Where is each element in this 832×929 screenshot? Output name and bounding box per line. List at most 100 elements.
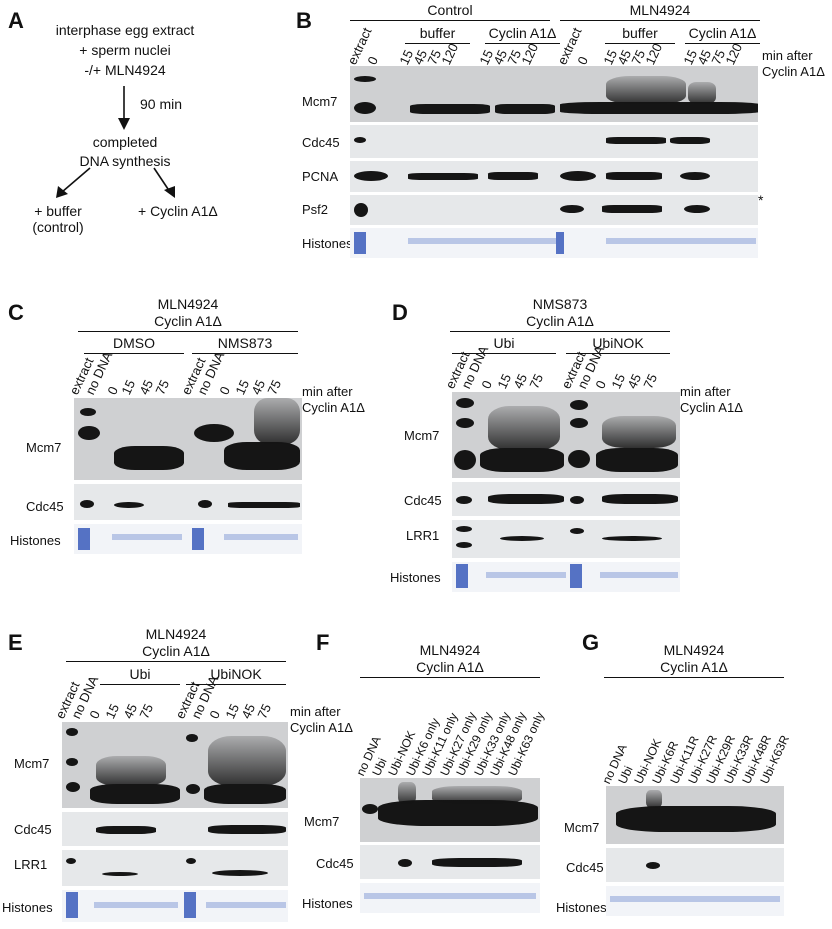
g-blot-histones	[606, 886, 784, 916]
c-lane-label: 15	[118, 377, 139, 397]
b-blot-histones	[350, 228, 758, 258]
g-title-line	[604, 677, 784, 678]
d-blot-mcm7	[452, 392, 680, 478]
e-blot-cdc45	[62, 812, 288, 846]
panel-label-b: B	[296, 8, 312, 33]
e-lane-label: 75	[136, 701, 157, 721]
b-row-mcm7: Mcm7	[302, 94, 338, 109]
g-title-1: MLN4924	[663, 642, 725, 658]
e-blot-lrr1	[62, 850, 288, 886]
d-title-2: Cyclin A1Δ	[526, 313, 594, 329]
b-star-marker: *	[758, 192, 764, 208]
e-sub-ubinok: UbiNOK	[210, 666, 262, 682]
b-group-mln-line	[560, 20, 760, 21]
d-row-histones: Histones	[390, 570, 441, 585]
b-sub-line-2	[485, 43, 560, 44]
b-row-psf2: Psf2	[302, 202, 329, 217]
f-title-2: Cyclin A1Δ	[416, 659, 484, 675]
g-row-cdc45: Cdc45	[566, 860, 604, 875]
a-line-1: interphase egg extract	[55, 22, 195, 38]
d-lane-label: 0	[478, 378, 496, 391]
a-left-branch-2: (control)	[32, 219, 84, 235]
d-lane-label: 75	[526, 371, 547, 391]
e-row-lrr1: LRR1	[14, 857, 48, 872]
c-lane-label: 75	[264, 377, 285, 397]
e-sub-line-2	[186, 684, 286, 685]
f-row-mcm7: Mcm7	[304, 814, 340, 829]
c-sub-line-1	[84, 353, 184, 354]
e-sub-ubi: Ubi	[129, 666, 151, 682]
f-blot-cdc45	[360, 845, 540, 879]
b-side-note-1: min after	[762, 48, 813, 63]
c-blot-cdc45	[74, 484, 302, 520]
a-line-3: -/+ MLN4924	[84, 62, 166, 78]
c-side-note-1: min after	[302, 384, 353, 399]
b-sub-line-3	[605, 43, 675, 44]
e-lane-label: 15	[102, 701, 123, 721]
b-lane-label: 120	[722, 40, 746, 67]
c-side-note-2: Cyclin A1Δ	[302, 400, 365, 415]
b-sub-line-4	[685, 43, 760, 44]
panel-label-a: A	[8, 8, 24, 33]
d-blot-histones	[452, 562, 680, 592]
c-title-1: MLN4924	[157, 296, 219, 312]
b-group-control: Control	[427, 2, 473, 18]
c-blot-mcm7	[74, 398, 302, 480]
d-lane-label: 75	[640, 371, 661, 391]
b-sub-buffer-2: buffer	[622, 25, 658, 41]
f-blot-histones	[360, 883, 540, 913]
g-row-mcm7: Mcm7	[564, 820, 600, 835]
d-lane-label: 0	[592, 378, 610, 391]
b-row-cdc45: Cdc45	[302, 135, 340, 150]
b-row-pcna: PCNA	[302, 169, 339, 184]
d-side-note-1: min after	[680, 384, 731, 399]
e-title-line	[66, 661, 286, 662]
c-lane-label: 75	[152, 377, 173, 397]
c-sub-dmso: DMSO	[113, 335, 155, 351]
b-sub-cyclin-2: Cyclin A1Δ	[688, 25, 757, 41]
f-blot-mcm7	[360, 778, 540, 842]
c-row-mcm7: Mcm7	[26, 440, 62, 455]
c-blot-histones	[74, 524, 302, 554]
e-lane-label: 75	[254, 701, 275, 721]
g-row-histones: Histones	[556, 900, 607, 915]
e-blot-histones	[62, 890, 288, 922]
d-row-mcm7: Mcm7	[404, 428, 440, 443]
b-sub-buffer-1: buffer	[419, 25, 456, 41]
d-blot-cdc45	[452, 482, 680, 516]
a-line-2: + sperm nuclei	[79, 42, 171, 58]
b-sub-cyclin-1: Cyclin A1Δ	[488, 25, 557, 41]
e-sub-line-1	[100, 684, 180, 685]
c-title-2: Cyclin A1Δ	[154, 313, 222, 329]
b-sub-line-1	[405, 43, 470, 44]
a-arrow-label: 90 min	[140, 96, 183, 112]
e-row-mcm7: Mcm7	[14, 756, 50, 771]
e-row-cdc45: Cdc45	[14, 822, 52, 837]
b-side-note-2: Cyclin A1Δ	[762, 64, 825, 79]
c-sub-line-2	[192, 353, 298, 354]
c-lane-label: 0	[216, 384, 234, 397]
c-row-histones: Histones	[10, 533, 61, 548]
b-blot-pcna	[350, 161, 758, 192]
panel-label-g: G	[582, 630, 600, 655]
g-blot-mcm7	[606, 786, 784, 844]
e-side-note-2: Cyclin A1Δ	[290, 720, 353, 735]
d-title-1: NMS873	[532, 296, 588, 312]
a-result-1: completed	[92, 134, 158, 150]
c-sub-nms: NMS873	[217, 335, 273, 351]
e-blot-mcm7	[62, 722, 288, 808]
panel-label-f: F	[316, 630, 330, 655]
e-lane-label: 0	[86, 708, 104, 721]
d-sub-ubinok: UbiNOK	[592, 335, 644, 351]
g-title-2: Cyclin A1Δ	[660, 659, 728, 675]
d-sub-ubi: Ubi	[493, 335, 515, 351]
e-row-histones: Histones	[2, 900, 53, 915]
panel-label-c: C	[8, 300, 24, 325]
b-row-histones: Histones	[302, 236, 353, 251]
d-row-cdc45: Cdc45	[404, 493, 442, 508]
e-title-2: Cyclin A1Δ	[142, 643, 210, 659]
b-blot-cdc45	[350, 125, 758, 158]
d-sub-line-2	[566, 353, 670, 354]
g-blot-cdc45	[606, 848, 784, 882]
f-row-histones: Histones	[302, 896, 353, 911]
